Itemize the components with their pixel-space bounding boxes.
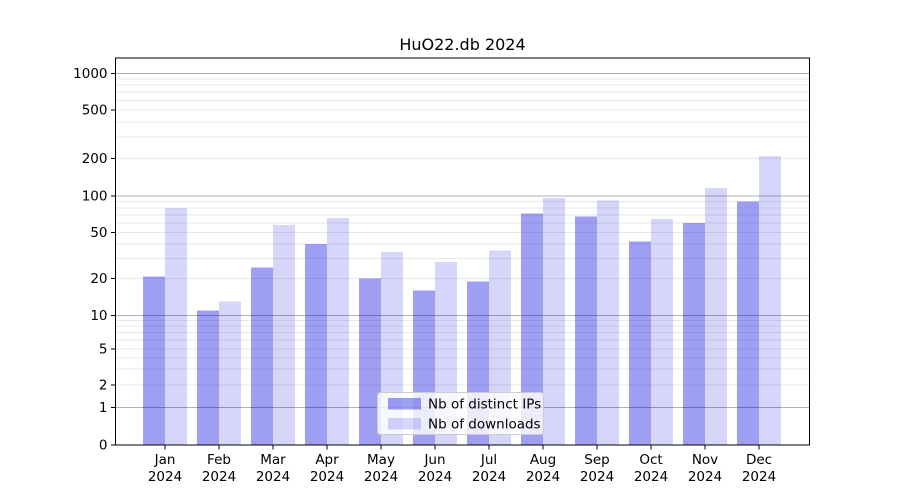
y-tick-label-10: 10 — [90, 308, 107, 324]
x-tick-label-Sep: Sep — [584, 452, 609, 468]
y-tick-label-0: 0 — [99, 438, 108, 454]
x-tick-year-Jan: 2024 — [148, 469, 182, 485]
bar-dl-Oct — [651, 218, 673, 445]
y-tick-label-500: 500 — [82, 103, 108, 119]
x-tick-year-Dec: 2024 — [742, 469, 776, 485]
chart-title: HuO22.db 2024 — [399, 35, 526, 54]
gridlines — [115, 72, 810, 409]
bar-dl-Feb — [219, 301, 241, 445]
x-tick-label-Nov: Nov — [692, 452, 718, 468]
legend-box — [377, 392, 544, 435]
y-tick-label-100: 100 — [82, 189, 108, 205]
bar-ips-May — [359, 278, 381, 445]
bar-dl-Nov — [705, 187, 727, 445]
bar-ips-Mar — [251, 267, 273, 445]
x-tick-year-Apr: 2024 — [310, 469, 344, 485]
bar-ips-Jan — [143, 276, 165, 445]
bar-ips-Nov — [683, 223, 705, 445]
x-tick-year-May: 2024 — [364, 469, 398, 485]
y-tick-label-50: 50 — [90, 225, 107, 241]
bar-ips-Dec — [737, 201, 759, 445]
legend: Nb of distinct IPs Nb of downloads — [377, 392, 544, 435]
bar-dl-Apr — [327, 218, 349, 445]
x-tick-label-May: May — [367, 452, 395, 468]
x-tick-year-Mar: 2024 — [256, 469, 290, 485]
legend-label-ips: Nb of distinct IPs — [428, 397, 541, 413]
x-tick-year-Jul: 2024 — [472, 469, 506, 485]
y-tick-label-5: 5 — [99, 342, 108, 358]
legend-swatch-ips — [388, 398, 421, 410]
x-axis: Jan2024Feb2024Mar2024Apr2024May2024Jun20… — [148, 445, 776, 485]
y-tick-label-2: 2 — [99, 378, 108, 394]
x-tick-label-Mar: Mar — [260, 452, 286, 468]
x-tick-label-Aug: Aug — [530, 452, 556, 468]
x-tick-label-Feb: Feb — [207, 452, 231, 468]
legend-swatch-downloads — [388, 418, 421, 430]
x-tick-label-Jul: Jul — [480, 452, 497, 468]
bar-ips-Sep — [575, 216, 597, 445]
x-tick-year-Nov: 2024 — [688, 469, 722, 485]
x-tick-year-Feb: 2024 — [202, 469, 236, 485]
bar-dl-Dec — [759, 156, 781, 445]
bar-dl-Mar — [273, 224, 295, 445]
bar-ips-Aug — [521, 213, 543, 445]
bar-dl-Aug — [543, 198, 565, 445]
x-tick-year-Oct: 2024 — [634, 469, 668, 485]
bar-ips-Feb — [197, 310, 219, 445]
plot-border — [115, 57, 810, 446]
x-tick-year-Sep: 2024 — [580, 469, 614, 485]
y-tick-label-1: 1 — [99, 400, 108, 416]
y-tick-label-1000: 1000 — [73, 66, 107, 82]
y-axis: 0 1 2 5 10 20 50 100 200 500 1000 — [73, 66, 116, 454]
bar-ips-Apr — [305, 243, 327, 445]
x-tick-label-Jan: Jan — [154, 452, 176, 468]
x-tick-year-Aug: 2024 — [526, 469, 560, 485]
bar-dl-Jan — [165, 207, 187, 445]
bar-ips-Oct — [629, 241, 651, 445]
y-tick-label-200: 200 — [82, 151, 108, 167]
x-tick-label-Dec: Dec — [746, 452, 772, 468]
x-tick-label-Apr: Apr — [315, 452, 339, 468]
x-tick-label-Jun: Jun — [423, 452, 445, 468]
legend-label-downloads: Nb of downloads — [428, 417, 541, 433]
bar-dl-Sep — [597, 200, 619, 445]
x-tick-label-Oct: Oct — [639, 452, 662, 468]
x-tick-year-Jun: 2024 — [418, 469, 452, 485]
y-tick-label-20: 20 — [90, 271, 107, 287]
